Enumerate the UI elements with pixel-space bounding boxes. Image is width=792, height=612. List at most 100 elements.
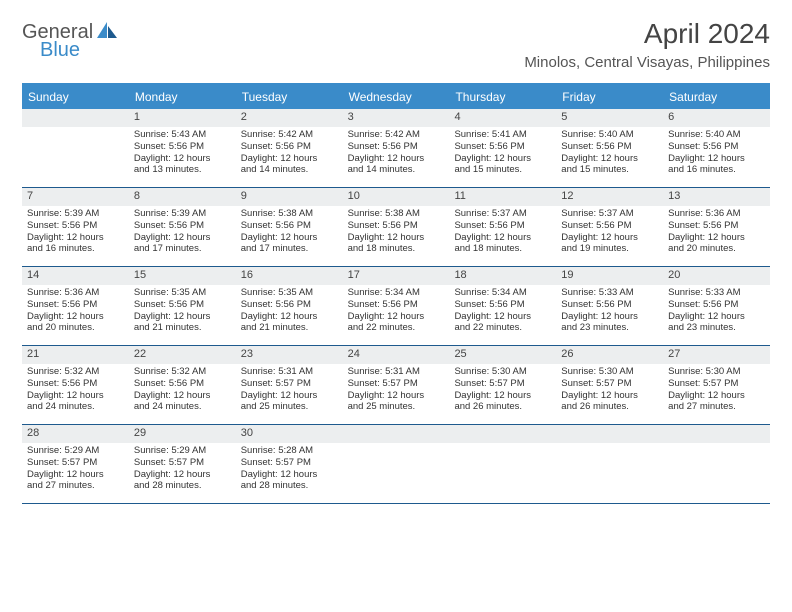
sunrise-text: Sunrise: 5:37 AM [561,208,658,220]
day-cell: 6Sunrise: 5:40 AMSunset: 5:56 PMDaylight… [663,109,770,187]
daylight1-text: Daylight: 12 hours [348,153,445,165]
day-number: 1 [129,109,236,127]
logo-general-text: General [22,23,93,41]
sunset-text: Sunset: 5:57 PM [668,378,765,390]
daylight2-text: and 25 minutes. [348,401,445,413]
day-cell: 2Sunrise: 5:42 AMSunset: 5:56 PMDaylight… [236,109,343,187]
day-number: 22 [129,346,236,364]
week-row: 28Sunrise: 5:29 AMSunset: 5:57 PMDayligh… [22,425,770,504]
day-number: 24 [343,346,450,364]
sunrise-text: Sunrise: 5:30 AM [668,366,765,378]
day-cell: 21Sunrise: 5:32 AMSunset: 5:56 PMDayligh… [22,346,129,424]
daylight2-text: and 15 minutes. [454,164,551,176]
day-header: Wednesday [343,85,450,109]
sunset-text: Sunset: 5:57 PM [27,457,124,469]
sunrise-text: Sunrise: 5:43 AM [134,129,231,141]
day-number: 14 [22,267,129,285]
sunset-text: Sunset: 5:56 PM [27,220,124,232]
header-row: General Blue April 2024 Minolos, Central… [22,18,770,71]
sunset-text: Sunset: 5:56 PM [134,378,231,390]
daylight1-text: Daylight: 12 hours [27,469,124,481]
sunset-text: Sunset: 5:56 PM [348,141,445,153]
sunrise-text: Sunrise: 5:33 AM [561,287,658,299]
day-number: 20 [663,267,770,285]
daylight2-text: and 25 minutes. [241,401,338,413]
daylight2-text: and 22 minutes. [454,322,551,334]
daylight2-text: and 18 minutes. [454,243,551,255]
daylight1-text: Daylight: 12 hours [561,311,658,323]
day-cell: 26Sunrise: 5:30 AMSunset: 5:57 PMDayligh… [556,346,663,424]
day-cell: 12Sunrise: 5:37 AMSunset: 5:56 PMDayligh… [556,188,663,266]
day-number: 18 [449,267,556,285]
sunset-text: Sunset: 5:56 PM [134,299,231,311]
daylight2-text: and 20 minutes. [27,322,124,334]
day-cell: 20Sunrise: 5:33 AMSunset: 5:56 PMDayligh… [663,267,770,345]
sunrise-text: Sunrise: 5:28 AM [241,445,338,457]
day-number: 15 [129,267,236,285]
daylight2-text: and 26 minutes. [561,401,658,413]
day-cell: 10Sunrise: 5:38 AMSunset: 5:56 PMDayligh… [343,188,450,266]
day-cell: 24Sunrise: 5:31 AMSunset: 5:57 PMDayligh… [343,346,450,424]
daylight2-text: and 27 minutes. [668,401,765,413]
sunrise-text: Sunrise: 5:32 AM [27,366,124,378]
day-number: 21 [22,346,129,364]
daylight2-text: and 26 minutes. [454,401,551,413]
daylight2-text: and 13 minutes. [134,164,231,176]
day-cell: 18Sunrise: 5:34 AMSunset: 5:56 PMDayligh… [449,267,556,345]
day-cell: 30Sunrise: 5:28 AMSunset: 5:57 PMDayligh… [236,425,343,503]
day-number: 10 [343,188,450,206]
day-number: 5 [556,109,663,127]
title-month: April 2024 [524,18,770,50]
sunset-text: Sunset: 5:56 PM [348,299,445,311]
daylight2-text: and 14 minutes. [241,164,338,176]
sunrise-text: Sunrise: 5:30 AM [561,366,658,378]
sunset-text: Sunset: 5:56 PM [668,299,765,311]
empty-cell [556,425,663,503]
sunrise-text: Sunrise: 5:40 AM [668,129,765,141]
day-number: 28 [22,425,129,443]
daylight1-text: Daylight: 12 hours [134,232,231,244]
empty-cell [449,425,556,503]
daylight2-text: and 14 minutes. [348,164,445,176]
day-cell: 7Sunrise: 5:39 AMSunset: 5:56 PMDaylight… [22,188,129,266]
daylight2-text: and 18 minutes. [348,243,445,255]
empty-cell [22,109,129,187]
daylight1-text: Daylight: 12 hours [134,469,231,481]
daylight2-text: and 22 minutes. [348,322,445,334]
sunset-text: Sunset: 5:56 PM [134,220,231,232]
day-header: Friday [556,85,663,109]
day-cell: 16Sunrise: 5:35 AMSunset: 5:56 PMDayligh… [236,267,343,345]
daylight1-text: Daylight: 12 hours [454,311,551,323]
week-row: 1Sunrise: 5:43 AMSunset: 5:56 PMDaylight… [22,109,770,188]
sunrise-text: Sunrise: 5:41 AM [454,129,551,141]
day-number: 17 [343,267,450,285]
day-cell: 11Sunrise: 5:37 AMSunset: 5:56 PMDayligh… [449,188,556,266]
sunset-text: Sunset: 5:57 PM [561,378,658,390]
sunrise-text: Sunrise: 5:34 AM [454,287,551,299]
day-number: 3 [343,109,450,127]
sunset-text: Sunset: 5:56 PM [668,141,765,153]
daylight1-text: Daylight: 12 hours [27,390,124,402]
sunrise-text: Sunrise: 5:38 AM [348,208,445,220]
sunrise-text: Sunrise: 5:31 AM [241,366,338,378]
day-header: Monday [129,85,236,109]
sunset-text: Sunset: 5:57 PM [454,378,551,390]
sunset-text: Sunset: 5:56 PM [27,299,124,311]
empty-day-header [449,425,556,443]
empty-cell [663,425,770,503]
daylight1-text: Daylight: 12 hours [561,390,658,402]
day-header: Tuesday [236,85,343,109]
calendar-page: General Blue April 2024 Minolos, Central… [0,0,792,522]
daylight1-text: Daylight: 12 hours [561,153,658,165]
sunset-text: Sunset: 5:56 PM [134,141,231,153]
day-header: Saturday [663,85,770,109]
daylight1-text: Daylight: 12 hours [454,153,551,165]
daylight1-text: Daylight: 12 hours [561,232,658,244]
day-cell: 14Sunrise: 5:36 AMSunset: 5:56 PMDayligh… [22,267,129,345]
empty-day-header [22,109,129,127]
sunrise-text: Sunrise: 5:40 AM [561,129,658,141]
sunrise-text: Sunrise: 5:38 AM [241,208,338,220]
daylight1-text: Daylight: 12 hours [134,153,231,165]
day-cell: 22Sunrise: 5:32 AMSunset: 5:56 PMDayligh… [129,346,236,424]
daylight2-text: and 19 minutes. [561,243,658,255]
